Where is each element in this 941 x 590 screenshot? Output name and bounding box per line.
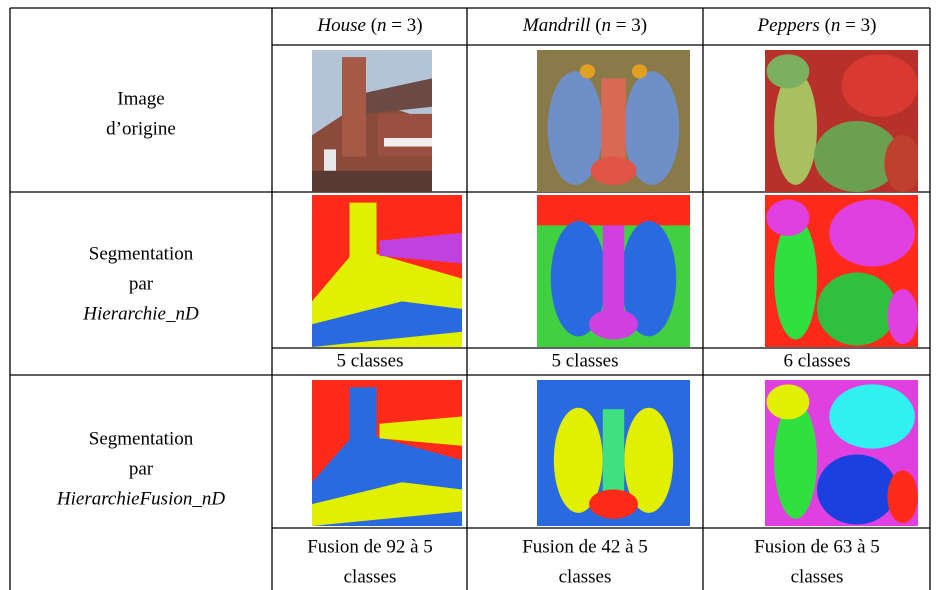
caption: 5 classes (336, 350, 403, 371)
header-rest: = 3) (616, 15, 647, 36)
header-open: ( (595, 15, 601, 36)
row-label: par (129, 273, 154, 294)
header-rest: = 3) (391, 15, 422, 36)
row-label: par (129, 458, 154, 479)
caption: classes (559, 566, 612, 587)
caption: classes (344, 566, 397, 587)
row-label: d’origine (106, 118, 176, 139)
mandrill-original (537, 50, 690, 192)
column-header: Mandrill (n = 3) (522, 15, 647, 36)
caption: 6 classes (783, 350, 850, 371)
house-original (312, 50, 432, 192)
column-header: House (n = 3) (316, 15, 422, 36)
header-open: ( (371, 15, 377, 36)
header-name: Mandrill (522, 15, 591, 36)
house-fusion (312, 380, 462, 526)
header-var: n (602, 15, 612, 36)
row-label: Segmentation (89, 428, 194, 449)
row-label: Image (117, 88, 164, 109)
house-segmented (312, 195, 462, 347)
header-rest: = 3) (845, 15, 876, 36)
mandrill-fusion (537, 380, 690, 526)
peppers-fusion (765, 380, 918, 526)
mandrill-segmented (537, 195, 690, 347)
peppers-segmented (765, 195, 918, 347)
header-name: House (316, 15, 366, 36)
row-label: Hierarchie_nD (82, 303, 199, 324)
caption: Fusion de 63 à 5 (754, 536, 880, 557)
caption: Fusion de 92 à 5 (307, 536, 433, 557)
peppers-original (765, 50, 918, 192)
table-lines (9, 7, 931, 590)
header-open: ( (825, 15, 831, 36)
header-var: n (377, 15, 387, 36)
row-label: HierarchieFusion_nD (56, 488, 225, 509)
header-name: Peppers (757, 15, 820, 36)
header-var: n (831, 15, 841, 36)
column-header: Peppers (n = 3) (757, 15, 877, 36)
caption: classes (791, 566, 844, 587)
caption: Fusion de 42 à 5 (522, 536, 648, 557)
row-label: Segmentation (89, 243, 194, 264)
caption: 5 classes (551, 350, 618, 371)
